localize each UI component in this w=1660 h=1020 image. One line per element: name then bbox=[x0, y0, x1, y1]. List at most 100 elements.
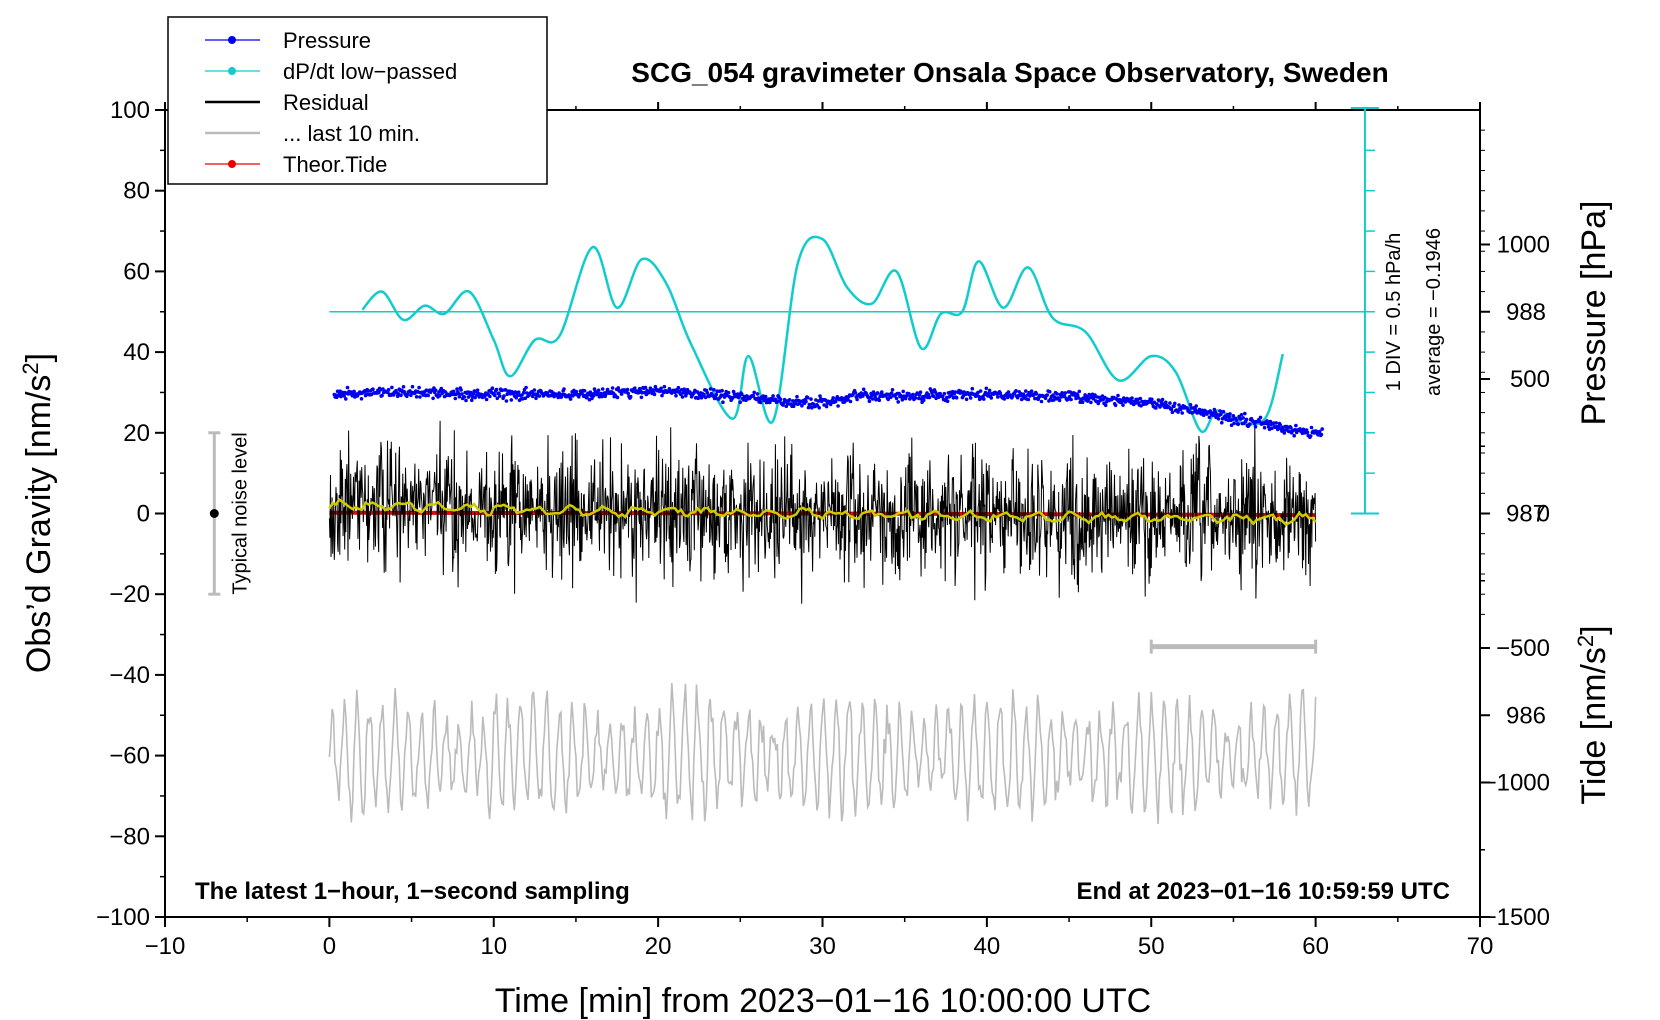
pressure-point bbox=[1309, 425, 1314, 430]
pressure-point bbox=[1188, 403, 1193, 407]
legend-label: ... last 10 min. bbox=[283, 121, 420, 146]
legend-label: Residual bbox=[283, 90, 369, 115]
last10-trace bbox=[328, 682, 1317, 825]
pressure-point bbox=[696, 396, 700, 401]
pressure-point bbox=[523, 396, 528, 401]
pressure-point bbox=[643, 385, 648, 390]
pressure-point bbox=[1180, 411, 1184, 415]
pressure-point bbox=[345, 385, 350, 390]
pressure-point bbox=[978, 389, 983, 393]
pressure-point bbox=[1234, 418, 1239, 423]
pressure-point bbox=[610, 386, 615, 390]
pressure-point bbox=[846, 397, 850, 402]
pressure-point bbox=[493, 393, 497, 398]
x-tick-label: 20 bbox=[645, 933, 672, 960]
tide-tick-label: −500 bbox=[1496, 635, 1550, 662]
legend-label: Pressure bbox=[283, 28, 371, 53]
pressure-point bbox=[1045, 393, 1049, 397]
pressure-point bbox=[1170, 410, 1175, 415]
pressure-point bbox=[731, 395, 735, 400]
pressure-point bbox=[585, 395, 589, 400]
pressure-point bbox=[626, 391, 630, 396]
pressure-point bbox=[921, 398, 926, 403]
pressure-point bbox=[1057, 398, 1062, 403]
y-tick-label: 60 bbox=[123, 258, 150, 285]
pressure-point bbox=[516, 390, 521, 395]
pressure-point bbox=[1093, 393, 1097, 397]
pressure-point bbox=[674, 394, 678, 398]
pressure-point bbox=[917, 393, 922, 397]
pressure-point bbox=[894, 396, 899, 401]
pressure-point bbox=[1077, 389, 1082, 394]
pressure-point bbox=[574, 389, 579, 394]
pressure-point bbox=[1319, 432, 1324, 437]
pressure-point bbox=[502, 394, 506, 398]
legend-label: dP/dt low−passed bbox=[283, 59, 457, 84]
tide-axis-title: Tide [nm/s2] bbox=[1573, 625, 1613, 804]
series-layer bbox=[328, 235, 1365, 825]
pressure-point bbox=[488, 394, 492, 399]
pressure-point bbox=[931, 394, 936, 399]
pressure-tick-label: 986 bbox=[1506, 702, 1546, 729]
pressure-point bbox=[377, 390, 381, 395]
pressure-point bbox=[1262, 425, 1267, 430]
pressure-point bbox=[659, 386, 663, 391]
residual-smoothed-line bbox=[328, 497, 1317, 527]
pressure-point bbox=[399, 393, 403, 398]
pressure-point bbox=[1244, 417, 1249, 422]
pressure-point bbox=[494, 387, 499, 392]
pressure-point bbox=[1076, 396, 1081, 400]
chart-title: SCG_054 gravimeter Onsala Space Observat… bbox=[631, 57, 1388, 88]
pressure-point bbox=[726, 390, 731, 395]
pressure-point bbox=[954, 396, 959, 400]
pressure-point bbox=[968, 396, 973, 400]
tide-tick-label: −1500 bbox=[1483, 904, 1550, 931]
y-tick-label: −40 bbox=[109, 662, 150, 689]
pressure-point bbox=[738, 400, 742, 405]
pressure-point bbox=[805, 395, 810, 400]
x-tick-label: 0 bbox=[323, 933, 336, 960]
legend-box bbox=[167, 16, 548, 185]
noise-level-label: Typical noise level bbox=[229, 432, 251, 594]
pressure-point bbox=[896, 400, 900, 404]
pressure-point bbox=[806, 405, 811, 410]
pressure-point bbox=[848, 399, 853, 404]
pressure-point bbox=[1221, 409, 1226, 414]
y-tick-label: 20 bbox=[123, 420, 150, 447]
pressure-point bbox=[410, 384, 415, 389]
pressure-point bbox=[625, 387, 630, 392]
pressure-point bbox=[1085, 394, 1089, 399]
legend-swatch-dot bbox=[228, 67, 236, 75]
pressure-point bbox=[901, 389, 905, 394]
pressure-point bbox=[470, 398, 474, 403]
pressure-point bbox=[652, 392, 657, 397]
y-tick-label: 40 bbox=[123, 339, 150, 366]
pressure-point bbox=[1080, 400, 1085, 405]
pressure-point bbox=[927, 395, 932, 400]
pressure-point bbox=[1243, 411, 1247, 416]
pressure-point bbox=[859, 391, 863, 395]
pressure-points bbox=[332, 384, 1324, 440]
pressure-point bbox=[456, 391, 461, 396]
pressure-point bbox=[605, 387, 610, 392]
pressure-point bbox=[984, 386, 989, 391]
pressure-point bbox=[390, 385, 394, 390]
pressure-point bbox=[1274, 421, 1278, 425]
pressure-point bbox=[816, 399, 821, 403]
pressure-point bbox=[763, 394, 768, 399]
y-left-axis-title: Obs’d Gravity [nm/s2] bbox=[18, 353, 58, 673]
pressure-tick-label: 988 bbox=[1506, 299, 1546, 326]
dpdt-scale bbox=[1350, 107, 1379, 515]
tide-axis: 1000 500 0 −500 −1000 −1500 bbox=[1480, 232, 1550, 931]
pressure-point bbox=[1113, 403, 1118, 408]
pressure-point bbox=[1292, 433, 1296, 438]
pressure-point bbox=[457, 395, 462, 399]
pressure-point bbox=[751, 393, 756, 398]
y-tick-label: 80 bbox=[123, 178, 150, 205]
pressure-point bbox=[1227, 415, 1231, 419]
x-tick-label: 40 bbox=[974, 933, 1001, 960]
pressure-point bbox=[534, 396, 538, 401]
x-tick-label: 30 bbox=[809, 933, 836, 960]
pressure-point bbox=[1282, 431, 1287, 435]
tide-tick-label: 1000 bbox=[1497, 232, 1550, 259]
